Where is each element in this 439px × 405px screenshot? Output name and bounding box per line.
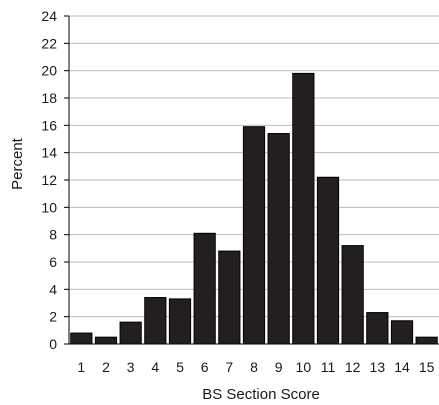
- bar-score-14: [390, 320, 414, 345]
- bar-score-11: [316, 176, 340, 345]
- bar-score-7: [218, 250, 241, 345]
- y-tick-label: 8: [49, 227, 57, 243]
- x-tick-label: 14: [394, 359, 410, 375]
- x-tick-label: 8: [250, 359, 258, 375]
- bar-score-1: [70, 332, 93, 345]
- bar-score-4: [144, 297, 167, 345]
- y-tick-label: 14: [41, 145, 57, 161]
- x-tick-label: 4: [151, 359, 159, 375]
- bar-score-12: [341, 245, 364, 345]
- y-tick-label: 16: [41, 117, 57, 133]
- y-tick-label: 20: [41, 63, 57, 79]
- y-tick-label: 4: [49, 281, 57, 297]
- x-tick-label: 1: [77, 359, 85, 375]
- y-tick-label: 2: [49, 309, 57, 325]
- y-tick-label: 12: [41, 172, 57, 188]
- bar-score-8: [242, 126, 266, 345]
- x-tick-label: 7: [225, 359, 233, 375]
- x-tick-label: 9: [275, 359, 283, 375]
- y-axis-title: Percent: [9, 137, 26, 190]
- x-tick-labels: 1 2 3 4 5 6 7 8 9 10 11 12 13 14 15: [77, 359, 434, 375]
- x-tick-label: 6: [201, 359, 209, 375]
- y-tick-label: 24: [41, 8, 57, 24]
- x-tick-label: 5: [176, 359, 184, 375]
- x-tick-label: 11: [321, 359, 336, 375]
- x-tick-label: 13: [370, 359, 386, 375]
- x-tick-label: 3: [127, 359, 135, 375]
- y-tick-label: 22: [41, 35, 57, 51]
- bar-score-6: [193, 232, 216, 345]
- x-tick-label: 2: [102, 359, 110, 375]
- x-tick-label: 10: [296, 359, 312, 375]
- axes: [64, 15, 439, 345]
- bar-score-3: [119, 321, 142, 345]
- x-tick-label: 15: [419, 359, 435, 375]
- x-tick-label: 12: [345, 359, 361, 375]
- y-tick-label: 18: [41, 90, 57, 106]
- bars: [70, 72, 438, 345]
- bar-score-9: [267, 133, 290, 345]
- y-tick-label: 10: [41, 199, 57, 215]
- y-tick-label: 6: [49, 254, 57, 270]
- bar-score-13: [366, 312, 389, 345]
- bar-score-15: [415, 336, 438, 345]
- bar-score-5: [168, 298, 192, 345]
- bar-score-2: [94, 336, 118, 345]
- bar-score-10: [292, 72, 315, 345]
- y-tick-label: 0: [49, 336, 57, 352]
- x-axis-title: BS Section Score: [202, 386, 320, 403]
